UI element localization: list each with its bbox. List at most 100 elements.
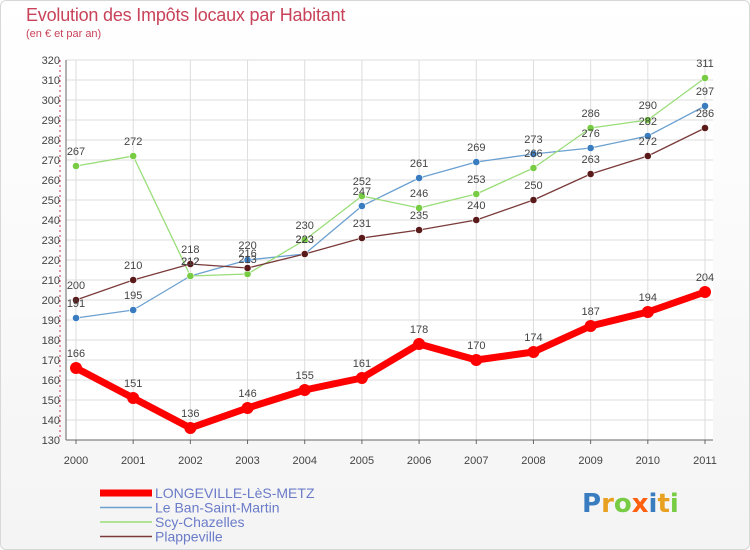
point-plappeville-2003: [243, 264, 252, 272]
point-longeville-l-s-metz-2009: [584, 320, 597, 332]
point-longeville-l-s-metz-2008: [527, 346, 540, 358]
x-tick-label-2009: 2009: [578, 455, 602, 467]
point-scy-chazelles-2008: [529, 164, 538, 172]
point-plappeville-2006: [415, 226, 423, 234]
data-label-longeville-l-s-metz-2006: 178: [410, 324, 428, 336]
data-label-plappeville-2010: 272: [639, 136, 657, 148]
data-label-plappeville-2011: 286: [696, 108, 714, 120]
y-tick-label-140: 140: [42, 415, 60, 427]
x-tick-label-2004: 2004: [292, 455, 316, 467]
data-labels: 191 195 212 220 223 247 261 269 273 276 282 297 267 2…: [67, 58, 714, 420]
y-tick-label-190: 190: [42, 315, 60, 327]
logo-letter: o: [613, 489, 632, 519]
data-label-scy-chazelles-2009: 286: [581, 108, 599, 120]
data-label-scy-chazelles-2001: 272: [124, 136, 142, 148]
x-tick-label-2008: 2008: [521, 455, 545, 467]
point-longeville-l-s-metz-2000: [70, 362, 82, 374]
x-tick-label-2003: 2003: [235, 455, 259, 467]
point-plappeville-2004: [300, 250, 309, 258]
y-tick-label-150: 150: [42, 395, 60, 407]
point-plappeville-2002: [186, 260, 195, 268]
x-tick-label-2006: 2006: [407, 455, 431, 467]
point-le-ban-saint-martin-2011: [701, 102, 709, 110]
data-label-longeville-l-s-metz-2005: 161: [353, 358, 371, 370]
logo-letter: t: [657, 489, 670, 519]
logo-letter: x: [631, 489, 649, 519]
y-tick-label-250: 250: [42, 195, 60, 207]
point-plappeville-2000: [72, 296, 80, 304]
point-le-ban-saint-martin-2005: [358, 202, 366, 210]
legend-label-scy-chazelles: Scy-Chazelles: [155, 514, 244, 530]
grid: [66, 59, 713, 441]
point-plappeville-2010: [643, 152, 652, 160]
logo-letter: i: [669, 489, 679, 519]
y-tick-label-320: 320: [42, 55, 60, 67]
point-longeville-l-s-metz-2005: [355, 372, 368, 384]
data-label-scy-chazelles-2006: 246: [410, 188, 428, 200]
data-label-le-ban-saint-martin-2007: 269: [467, 142, 485, 154]
x-tick-label-2007: 2007: [464, 455, 488, 467]
x-tick-label-2010: 2010: [636, 455, 660, 467]
point-longeville-l-s-metz-2001: [127, 392, 140, 404]
data-label-scy-chazelles-2011: 311: [696, 58, 714, 70]
y-tick-label-260: 260: [42, 175, 60, 187]
data-label-le-ban-saint-martin-2010: 282: [639, 116, 657, 128]
data-label-plappeville-2003: 216: [238, 248, 256, 260]
data-label-le-ban-saint-martin-2009: 276: [581, 128, 599, 140]
y-tick-label-230: 230: [42, 235, 60, 247]
data-label-scy-chazelles-2002: 212: [181, 256, 199, 268]
point-le-ban-saint-martin-2006: [415, 174, 423, 182]
point-le-ban-saint-martin-2009: [586, 144, 595, 152]
point-longeville-l-s-metz-2011: [699, 286, 711, 298]
data-label-scy-chazelles-2005: 252: [353, 176, 371, 188]
point-longeville-l-s-metz-2004: [298, 384, 311, 396]
series-line-le-ban-saint-martin: [75, 105, 706, 319]
data-label-plappeville-2007: 240: [467, 200, 485, 212]
point-scy-chazelles-2001: [129, 152, 138, 160]
data-label-plappeville-2009: 263: [581, 154, 599, 166]
plot-area: [66, 60, 713, 440]
data-label-scy-chazelles-2007: 253: [467, 174, 485, 186]
data-label-longeville-l-s-metz-2003: 146: [238, 388, 256, 400]
x-tick-label-2002: 2002: [178, 455, 202, 467]
data-label-longeville-l-s-metz-2008: 174: [524, 332, 542, 344]
data-label-le-ban-saint-martin-2005: 247: [353, 186, 371, 198]
legend-label-plappeville: Plappeville: [155, 529, 223, 545]
series-line-longeville-l-s-metz: [74, 288, 707, 432]
y-tick-label-270: 270: [42, 155, 60, 167]
data-label-scy-chazelles-2008: 266: [524, 148, 542, 160]
logo-letter: r: [601, 489, 614, 519]
point-le-ban-saint-martin-2003: [243, 256, 252, 264]
point-longeville-l-s-metz-2003: [241, 402, 254, 414]
data-label-plappeville-2004: 223: [296, 234, 314, 246]
point-plappeville-2011: [701, 124, 709, 132]
series-group: [70, 74, 711, 434]
y-tick-label-200: 200: [42, 295, 60, 307]
point-scy-chazelles-2009: [586, 124, 595, 132]
data-label-plappeville-2002: 218: [181, 244, 199, 256]
point-plappeville-2009: [586, 170, 595, 178]
point-scy-chazelles-2000: [72, 162, 80, 170]
point-scy-chazelles-2007: [472, 190, 481, 198]
x-tick-label-2001: 2001: [121, 455, 145, 467]
data-label-longeville-l-s-metz-2011: 204: [696, 272, 714, 284]
y-tick-label-160: 160: [42, 375, 60, 387]
data-label-longeville-l-s-metz-2004: 155: [296, 370, 314, 382]
point-le-ban-saint-martin-2010: [643, 132, 652, 140]
point-longeville-l-s-metz-2006: [413, 338, 426, 350]
point-plappeville-2007: [472, 216, 481, 224]
point-le-ban-saint-martin-2007: [472, 158, 481, 166]
point-scy-chazelles-2011: [701, 74, 709, 82]
point-plappeville-2001: [129, 276, 138, 284]
data-label-longeville-l-s-metz-2007: 170: [467, 340, 485, 352]
data-label-le-ban-saint-martin-2006: 261: [410, 158, 428, 170]
proxiti-logo: Proxiti: [582, 489, 679, 519]
data-label-longeville-l-s-metz-2000: 166: [67, 348, 85, 360]
point-scy-chazelles-2005: [358, 192, 366, 200]
x-tick-label-2011: 2011: [693, 455, 717, 467]
point-scy-chazelles-2010: [643, 116, 652, 124]
data-label-le-ban-saint-martin-2001: 195: [124, 290, 142, 302]
data-label-plappeville-2001: 210: [124, 260, 142, 272]
